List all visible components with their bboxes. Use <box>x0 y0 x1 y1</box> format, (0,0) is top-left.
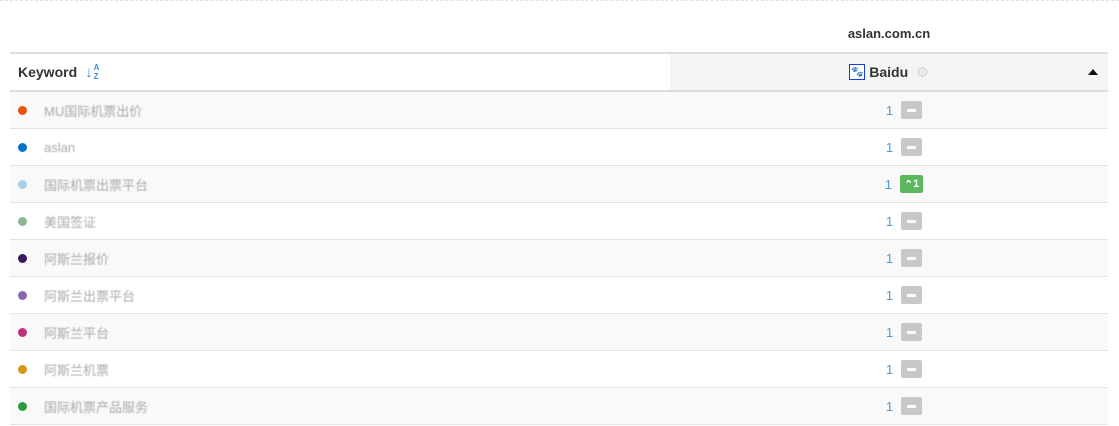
rank-cell: 1 <box>670 360 1108 378</box>
table-header: Keyword ↓ A Z 🐾 Baidu ⚙ <box>10 52 1108 92</box>
rank-value[interactable]: 1 <box>885 102 894 118</box>
no-change-icon <box>907 256 917 260</box>
rank-cell: 1 <box>670 286 1108 304</box>
rank-value[interactable]: 1 <box>885 398 894 414</box>
keyword-header-label: Keyword <box>18 64 78 80</box>
arrow-up-icon: ⌃ <box>903 178 914 191</box>
table-row: 阿斯兰平台 1 <box>10 314 1108 351</box>
keyword-color-dot <box>18 253 27 263</box>
table-row: 美国签证 1 <box>10 203 1108 240</box>
no-change-icon <box>907 330 917 334</box>
rank-cell: 1 ⌃ 1 <box>670 175 1108 193</box>
rank-cell: 1 <box>670 397 1108 415</box>
rank-change-badge <box>901 286 923 304</box>
rank-value[interactable]: 1 <box>885 324 894 340</box>
rank-cell: 1 <box>670 323 1108 341</box>
domain-title: aslan.com.cn <box>847 26 931 41</box>
keyword-color-dot <box>18 327 27 337</box>
caret-up-icon[interactable] <box>1088 69 1098 75</box>
rank-change-badge <box>901 101 923 119</box>
rank-cell: 1 <box>670 138 1108 156</box>
table-row: 阿斯兰机票 1 <box>10 351 1108 388</box>
no-change-icon <box>907 367 917 371</box>
keyword-cell: 阿斯兰报价 <box>10 249 670 268</box>
rank-change-badge <box>901 212 923 230</box>
keyword-cell: 阿斯兰机票 <box>10 360 670 379</box>
rank-change-badge <box>901 249 923 267</box>
rank-change-badge: ⌃ 1 <box>899 175 924 193</box>
no-change-icon <box>907 219 917 223</box>
gear-icon[interactable]: ⚙ <box>916 63 929 80</box>
keyword-color-dot <box>18 216 27 226</box>
keyword-column-header[interactable]: Keyword ↓ A Z <box>10 54 670 90</box>
keyword-text[interactable]: 阿斯兰机票 <box>44 362 110 378</box>
keyword-color-dot <box>18 290 27 300</box>
no-change-icon <box>907 404 917 408</box>
keyword-cell: 国际机票产品服务 <box>10 397 670 416</box>
keyword-color-dot <box>18 142 27 152</box>
keyword-color-dot <box>18 364 27 374</box>
sort-alpha-icon[interactable]: ↓ A Z <box>85 63 100 81</box>
keyword-cell: 美国签证 <box>10 212 670 231</box>
engine-label: Baidu <box>869 64 909 80</box>
rank-change-value: 1 <box>913 178 920 190</box>
table-row: 阿斯兰报价 1 <box>10 240 1108 277</box>
table-row: 国际机票出票平台 1 ⌃ 1 <box>10 166 1108 203</box>
keyword-cell: 阿斯兰平台 <box>10 323 670 342</box>
rank-change-badge <box>901 397 923 415</box>
keyword-color-dot <box>18 105 27 115</box>
keyword-text[interactable]: 阿斯兰报价 <box>44 251 110 267</box>
rank-change-badge <box>901 138 923 156</box>
keyword-text[interactable]: 阿斯兰平台 <box>44 325 110 341</box>
no-change-icon <box>907 108 917 112</box>
baidu-paw-icon: 🐾 <box>849 64 866 80</box>
top-divider <box>0 0 1119 1</box>
keyword-text[interactable]: 美国签证 <box>44 214 97 230</box>
keyword-text[interactable]: aslan <box>44 139 76 155</box>
keyword-cell: aslan <box>10 140 670 155</box>
table-row: 阿斯兰出票平台 1 <box>10 277 1108 314</box>
table-body: MU国际机票出价 1 aslan 1 国际机票出票平台 1 ⌃ 1 美国签证 1 阿斯兰报价… <box>10 92 1108 425</box>
table-row: aslan 1 <box>10 129 1108 166</box>
rank-value[interactable]: 1 <box>885 250 894 266</box>
keyword-cell: 国际机票出票平台 <box>10 175 670 194</box>
rank-change-badge <box>901 323 923 341</box>
keyword-color-dot <box>18 179 27 189</box>
rank-cell: 1 <box>670 249 1108 267</box>
keyword-text[interactable]: 国际机票产品服务 <box>44 399 149 415</box>
rank-value[interactable]: 1 <box>884 176 892 192</box>
keyword-color-dot <box>18 401 27 411</box>
table-row: MU国际机票出价 1 <box>10 92 1108 129</box>
rank-value[interactable]: 1 <box>885 361 894 377</box>
table-row: 国际机票产品服务 1 <box>10 388 1108 425</box>
keyword-cell: 阿斯兰出票平台 <box>10 286 670 305</box>
no-change-icon <box>907 145 917 149</box>
rank-value[interactable]: 1 <box>885 139 894 155</box>
rank-value[interactable]: 1 <box>885 287 894 303</box>
rank-change-badge <box>901 360 923 378</box>
keyword-cell: MU国际机票出价 <box>10 101 670 120</box>
keyword-text[interactable]: MU国际机票出价 <box>44 103 143 119</box>
rank-cell: 1 <box>670 101 1108 119</box>
rank-cell: 1 <box>670 212 1108 230</box>
engine-column-header[interactable]: 🐾 Baidu ⚙ <box>670 54 1108 90</box>
rank-value[interactable]: 1 <box>885 213 894 229</box>
no-change-icon <box>907 293 917 297</box>
keyword-text[interactable]: 国际机票出票平台 <box>44 177 149 193</box>
keyword-text[interactable]: 阿斯兰出票平台 <box>44 288 136 304</box>
